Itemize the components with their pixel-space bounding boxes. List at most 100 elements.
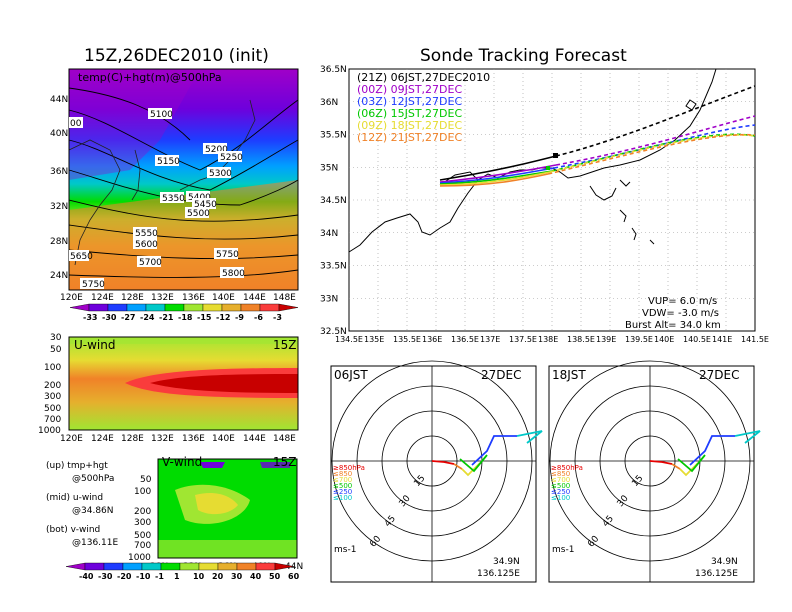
note-line: @34.86N: [72, 506, 114, 516]
hodo-lon: 136.125E: [477, 569, 520, 579]
v-p-tick: 200: [134, 507, 151, 517]
colorbar-label: -10: [136, 572, 151, 581]
colorbar-swatch: [217, 562, 238, 571]
hodo-curve-segment: [516, 430, 543, 444]
hodo-time: 06JST: [334, 368, 368, 382]
track-lon-tick: 141E: [712, 335, 732, 344]
hodo-curve-segment: [461, 462, 481, 477]
v-p-tick: 700: [134, 541, 151, 551]
map-lon-tick: 140E: [212, 293, 235, 303]
colorbar-swatch: [274, 562, 295, 571]
track-lon-tick: 136E: [422, 335, 442, 344]
contour-label: 5200: [205, 145, 228, 155]
hodo-legend-item: ≤500: [333, 482, 352, 490]
track-lon-tick: 138E: [538, 335, 558, 344]
hodo-curve-segment: [689, 435, 735, 466]
hodo-frame: [330, 365, 537, 583]
contour-labels: 5100 5150 5200 5250 5300 5350 5400 5450 …: [69, 108, 245, 290]
hodo-legend-item: ≤700: [551, 476, 570, 484]
left-title: 15Z,26DEC2010 (init): [84, 46, 269, 66]
colorbar-swatch: [88, 303, 109, 312]
colorbar-swatch: [278, 303, 299, 312]
run-legend-item: (12Z) 21JST,27DEC: [357, 131, 462, 144]
colorbar-label: -24: [140, 313, 155, 322]
colorbar-swatch: [179, 562, 200, 571]
map-axes: 44N 40N 36N 32N 28N 24N 120E 124E 128E 1…: [50, 95, 296, 303]
u-p-tick: 300: [44, 392, 61, 402]
hodo-legend-item: ≤850: [551, 470, 570, 478]
colorbar-swatch: [145, 303, 166, 312]
hodo-legend-item: ≤100: [551, 494, 570, 502]
u-p-tick: 1000: [38, 426, 61, 436]
hodo-curve-segment: [679, 462, 699, 477]
v-p-tick: 100: [134, 487, 151, 497]
colorbar-swatch: [65, 562, 86, 571]
u-p-tick: 200: [44, 381, 61, 391]
colorbar-swatch: [69, 303, 90, 312]
hodo-unit: ms-1: [334, 545, 356, 555]
colorbar-label: -6: [254, 313, 263, 322]
hodo-lon: 136.125E: [695, 569, 738, 579]
colorbar-swatch: [255, 562, 276, 571]
note-line: (mid) u-wind: [46, 493, 103, 503]
hodo-frame: [548, 365, 755, 583]
contour-label: 5300: [209, 169, 232, 179]
track-lat-tick: 32.5N: [320, 327, 347, 337]
run-legend-item: (00Z) 09JST,27DEC: [357, 83, 462, 96]
wind-colorbar: -40 -30 -20 -10 -1 1 10 20 30 40 50 60: [65, 562, 300, 581]
map-lat-tick: 28N: [50, 237, 68, 247]
track-lon-tick: 137.5E: [509, 335, 537, 344]
contour-label: 5500: [187, 209, 210, 219]
colorbar-label: 60: [288, 572, 300, 581]
contour-label: 5150: [157, 157, 180, 167]
u-wind-label: U-wind: [74, 338, 115, 352]
colorbar-label: -21: [159, 313, 174, 322]
v-wind-label: V-wind: [162, 455, 202, 469]
right-title: Sonde Tracking Forecast: [420, 46, 627, 66]
hodo-unit: ms-1: [552, 545, 574, 555]
map-lon-tick: 124E: [91, 293, 114, 303]
colorbar-label: -20: [117, 572, 132, 581]
track-lon-tick: 139.5E: [625, 335, 653, 344]
hodo-time: 18JST: [552, 368, 586, 382]
map-label: temp(C)+hgt(m)@500hPa: [78, 71, 222, 84]
note-line: @500hPa: [72, 474, 114, 484]
colorbar-swatch: [164, 303, 185, 312]
u-lon-tick: 136E: [182, 434, 205, 444]
u-p-tick: 50: [50, 345, 62, 355]
temp-height-map: [68, 68, 299, 291]
track-axes: 36.5N 36N 35.5N 35N 34.5N 34N 33.5N 33N 32.5N134…: [320, 65, 769, 344]
contour-label: 5600: [135, 240, 158, 250]
u-lon-tick: 128E: [121, 434, 144, 444]
burst-alt-value: Burst Alt= 34.0 km: [625, 320, 721, 331]
hodo-curve-segment: [459, 454, 488, 473]
map-lon-tick: 120E: [60, 293, 83, 303]
track-params: VUP= 6.0 m/s VDW= -3.0 m/s Burst Alt= 34…: [625, 296, 721, 331]
track-lat-tick: 33.5N: [320, 262, 347, 272]
hodo-legend-item: ≤500: [551, 482, 570, 490]
colorbar-label: -15: [197, 313, 212, 322]
map-lat-tick: 44N: [50, 95, 68, 105]
colorbar-swatch: [202, 303, 223, 312]
colorbar-swatch: [84, 562, 105, 571]
v-p-tick: 50: [140, 475, 152, 485]
hodo-legend-item: ≥850hPa: [333, 464, 365, 472]
hodo-legend-item: ≤100: [333, 494, 352, 502]
track-lat-tick: 34N: [320, 229, 338, 239]
colorbar-label: -18: [178, 313, 193, 322]
temp-colorbar: -33 -30 -27 -24 -21 -18 -15 -12 -9 -6 -3: [69, 303, 299, 322]
colorbar-swatch: [160, 562, 181, 571]
run-legend-item: (09Z) 18JST,27DEC: [357, 119, 462, 132]
map-lon-tick: 144E: [243, 293, 266, 303]
contour-label: 5700: [139, 258, 162, 268]
hodo-curve-segment: [677, 454, 706, 473]
colorbar-label: 1: [174, 572, 180, 581]
note-line: (up) tmp+hgt: [46, 461, 108, 471]
hodo-date: 27DEC: [481, 368, 521, 382]
hodo-curve-segment: [453, 463, 463, 470]
u-lon-tick: 132E: [151, 434, 174, 444]
u-wind-axes: 30 50 100 200 300 500 700 1000 120E 124E…: [38, 333, 296, 444]
